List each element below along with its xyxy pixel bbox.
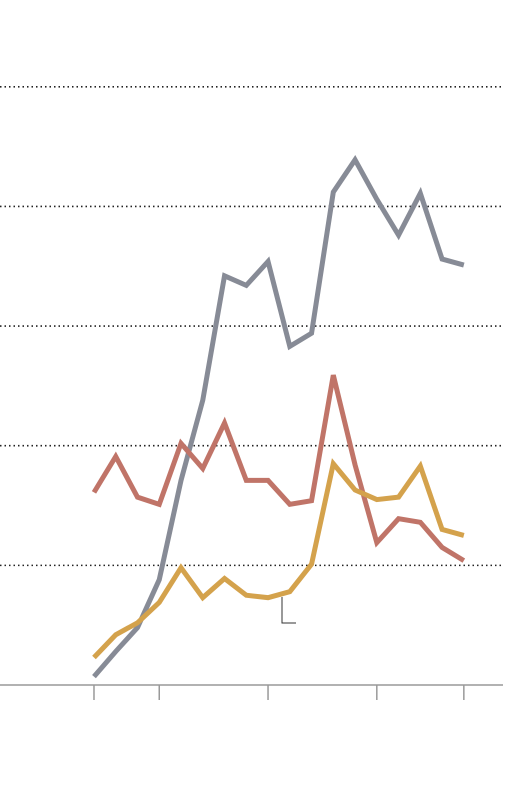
series-line <box>91 374 466 563</box>
series-line <box>92 458 465 660</box>
annotation-bracket <box>281 597 296 624</box>
series-line <box>92 155 465 679</box>
